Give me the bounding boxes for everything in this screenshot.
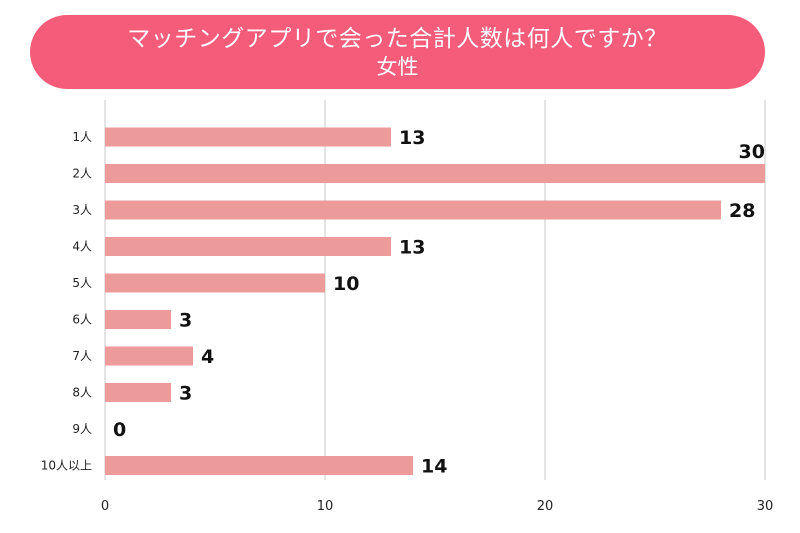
category-label-0: 1人 (72, 130, 92, 144)
x-tick-label-2: 20 (537, 499, 554, 514)
bar-3 (105, 237, 391, 256)
chart-title: マッチングアプリで会った合計人数は何人ですか？ (127, 25, 668, 52)
category-label-6: 7人 (72, 349, 92, 363)
x-tick-label-0: 0 (101, 499, 109, 514)
data-label-7: 3 (179, 383, 192, 405)
data-label-2: 28 (729, 200, 755, 222)
bar-5 (105, 310, 171, 329)
bar-7 (105, 383, 171, 402)
chart-subtitle: 女性 (376, 54, 419, 79)
data-label-9: 14 (421, 456, 447, 478)
category-label-1: 2人 (72, 167, 92, 181)
category-label-9: 10人以上 (41, 459, 92, 473)
bar-6 (105, 346, 193, 366)
bar-9 (105, 456, 413, 475)
category-label-2: 3人 (72, 203, 92, 217)
category-label-5: 6人 (72, 313, 92, 327)
data-label-4: 10 (333, 273, 359, 295)
bar-1 (105, 164, 765, 183)
bar-2 (105, 200, 721, 220)
category-label-7: 8人 (72, 386, 92, 400)
data-label-0: 13 (399, 127, 425, 149)
bar-0 (105, 127, 391, 147)
data-label-8: 0 (113, 419, 126, 441)
title-banner: マッチングアプリで会った合計人数は何人ですか？ 女性 (30, 15, 765, 89)
data-label-1: 30 (739, 141, 765, 163)
x-tick-label-3: 30 (757, 499, 774, 514)
data-label-5: 3 (179, 310, 192, 332)
category-label-3: 4人 (72, 240, 92, 254)
category-label-8: 9人 (72, 422, 92, 436)
data-label-6: 4 (201, 346, 214, 368)
bar-4 (105, 273, 325, 293)
data-label-3: 13 (399, 237, 425, 259)
x-tick-label-1: 10 (317, 499, 334, 514)
category-label-4: 5人 (72, 276, 92, 290)
